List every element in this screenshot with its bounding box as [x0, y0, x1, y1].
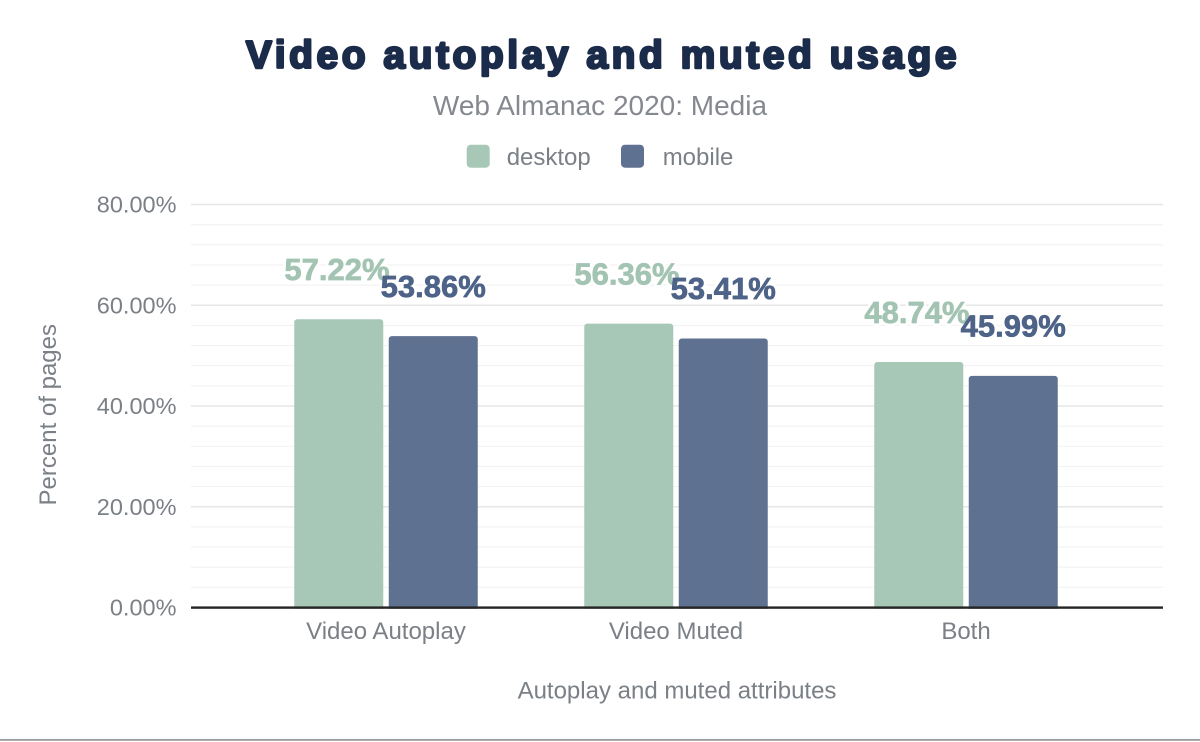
svg-text:53.86%: 53.86% [381, 269, 486, 304]
svg-text:mobile: mobile [663, 144, 734, 171]
svg-text:Web Almanac 2020: Media: Web Almanac 2020: Media [433, 90, 768, 121]
svg-text:40.00%: 40.00% [97, 393, 177, 419]
svg-text:53.86%: 53.86% [381, 269, 486, 304]
svg-text:desktop: desktop [507, 144, 591, 171]
svg-text:48.74%: 48.74% [864, 295, 969, 330]
svg-text:48.74%: 48.74% [864, 295, 969, 330]
svg-text:53.41%: 53.41% [671, 271, 776, 306]
svg-text:Video autoplay and muted usage: Video autoplay and muted usage [246, 34, 960, 77]
svg-text:60.00%: 60.00% [97, 292, 177, 318]
svg-text:57.22%: 57.22% [284, 252, 389, 287]
svg-text:20.00%: 20.00% [97, 494, 177, 520]
svg-text:56.36%: 56.36% [574, 256, 679, 291]
svg-text:45.99%: 45.99% [961, 309, 1066, 344]
svg-text:56.36%: 56.36% [574, 256, 679, 291]
svg-text:53.41%: 53.41% [671, 271, 776, 306]
svg-text:80.00%: 80.00% [97, 192, 177, 218]
svg-text:Video Autoplay: Video Autoplay [306, 618, 466, 645]
svg-text:Percent of pages: Percent of pages [35, 324, 62, 505]
svg-text:57.22%: 57.22% [284, 252, 389, 287]
svg-text:Both: Both [941, 618, 990, 645]
svg-text:0.00%: 0.00% [110, 595, 177, 621]
svg-text:Video Muted: Video Muted [609, 618, 743, 645]
svg-text:45.99%: 45.99% [961, 309, 1066, 344]
svg-text:Autoplay and muted attributes: Autoplay and muted attributes [518, 678, 837, 705]
